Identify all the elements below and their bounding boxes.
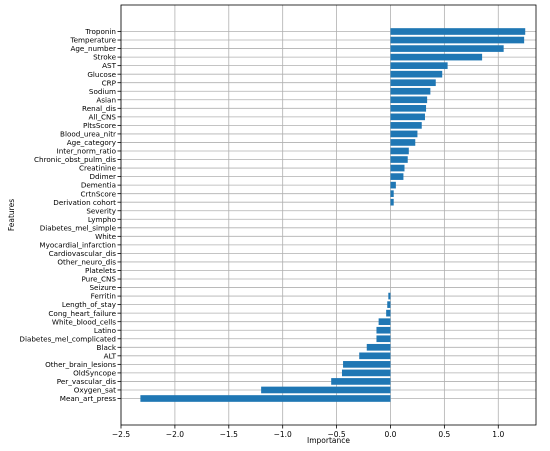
category-label: Creatinine [79, 164, 117, 173]
category-label: Myocardial_infarction [39, 240, 116, 249]
category-label: Length_of_stay [62, 300, 117, 309]
bar-cong-heart-failure [386, 309, 391, 317]
category-label: Troponin [84, 27, 116, 36]
bar-alt [359, 352, 391, 360]
bar-white-blood-cells [378, 318, 391, 326]
category-label: Age_category [67, 138, 117, 147]
category-label: Pure_CNS [81, 275, 116, 284]
bar-derivation-cohort [390, 198, 394, 206]
category-label: Chronic_obst_pulm_dis [34, 155, 116, 164]
x-tick-label: −1.5 [220, 430, 238, 439]
category-label: All_CNS [89, 112, 117, 121]
bar-latino [376, 326, 391, 334]
bars [140, 28, 526, 402]
bar-creatinine [390, 164, 405, 172]
bar-oldsyncope [341, 369, 391, 377]
grid-lines [120, 5, 536, 425]
category-label: Inter_norm_ratio [57, 147, 116, 156]
bar-stroke [390, 53, 483, 61]
x-axis-title: Importance [307, 436, 350, 445]
bar-oxygen-sat [261, 386, 391, 394]
bar-blood-urea-nitr [390, 130, 418, 138]
category-label: Ferritin [91, 292, 116, 301]
category-label: Ddimer [90, 172, 117, 181]
category-label: Per_vascular_dis [57, 377, 116, 386]
category-label: Diabetes_mel_complicated [19, 334, 116, 343]
category-label: Blood_urea_nitr [60, 130, 116, 139]
x-tick-label: −1.0 [274, 430, 292, 439]
bar-ast [390, 62, 448, 69]
category-label: PltsScore [83, 121, 117, 130]
bar-chronic-obst-pulm-dis [390, 156, 408, 163]
bar-asian [390, 96, 428, 104]
category-label: Asian [96, 95, 116, 104]
x-tick-label: −2.5 [112, 430, 130, 439]
bar-sodium [390, 87, 431, 95]
category-label: Stroke [93, 53, 116, 62]
category-label: Oxygen_sat [74, 386, 116, 395]
category-label: Seizure [89, 283, 116, 292]
category-label: OldSyncope [73, 368, 116, 377]
category-label: Other_neuro_dis [57, 258, 116, 267]
category-label: Temperature [69, 36, 116, 45]
category-label: Glucose [87, 70, 116, 79]
x-tick-label: −2.0 [166, 430, 184, 439]
category-label: Sodium [89, 87, 116, 96]
category-label: CrtnScore [81, 189, 117, 198]
category-label: Severity [86, 206, 116, 215]
category-label: Black [97, 343, 117, 352]
bar-per-vascular-dis [331, 378, 391, 385]
category-label: Lympho [88, 215, 116, 224]
category-label: Cong_heart_failure [48, 309, 116, 318]
bar-troponin [390, 28, 526, 35]
bar-black [366, 343, 391, 351]
bar-renal-dis [390, 104, 427, 112]
bar-pltsscore [390, 122, 422, 129]
bar-age-category [390, 139, 416, 146]
bar-all-cns [390, 113, 425, 121]
category-label: Platelets [85, 266, 116, 275]
x-tick-label: 0.5 [438, 430, 450, 439]
bar-diabetes-mel-complicated [376, 335, 391, 343]
x-tick-label: 0.0 [385, 430, 397, 439]
bar-crtnscore [390, 190, 394, 197]
bar-length-of-stay [387, 301, 391, 308]
category-label: Latino [94, 326, 116, 335]
category-label: Age_number [70, 44, 116, 53]
x-tick-label: 1.0 [492, 430, 504, 439]
x-axis-ticks: −2.5 −2.0 −1.5 −1.0 −0.5 0.0 0.5 1.0 [112, 425, 504, 439]
category-label: Diabetes_mel_simple [40, 223, 117, 232]
category-label: Derivation cohort [53, 198, 116, 207]
category-label: Cardiovascular_dis [49, 249, 117, 258]
x-tick-label: −0.5 [327, 430, 345, 439]
bar-glucose [390, 70, 443, 78]
category-label: Renal_dis [82, 104, 116, 113]
bar-mean-art-press [140, 395, 391, 402]
bar-crp [390, 79, 436, 87]
bar-inter-norm-ratio [390, 147, 409, 155]
category-label: White_blood_cells [52, 317, 116, 326]
bar-ddimer [390, 173, 404, 180]
bar-temperature [390, 36, 525, 44]
bar-dementia [390, 181, 396, 189]
category-label: ALT [104, 351, 117, 360]
category-label: CRP [102, 78, 117, 87]
category-label: Dementia [81, 181, 116, 190]
category-label: Other_brain_lesions [45, 360, 116, 369]
y-axis-title: Features [7, 199, 16, 231]
plot-frame [120, 4, 537, 426]
bar-other-brain-lesions [343, 361, 391, 368]
category-label: Mean_art_press [60, 394, 116, 403]
category-label: AST [102, 61, 116, 70]
bar-ferritin [388, 292, 391, 300]
category-label: White [95, 232, 116, 241]
y-axis-labels: TroponinTemperatureAge_numberStrokeASTGl… [19, 27, 121, 403]
bar-age-number [390, 45, 504, 52]
